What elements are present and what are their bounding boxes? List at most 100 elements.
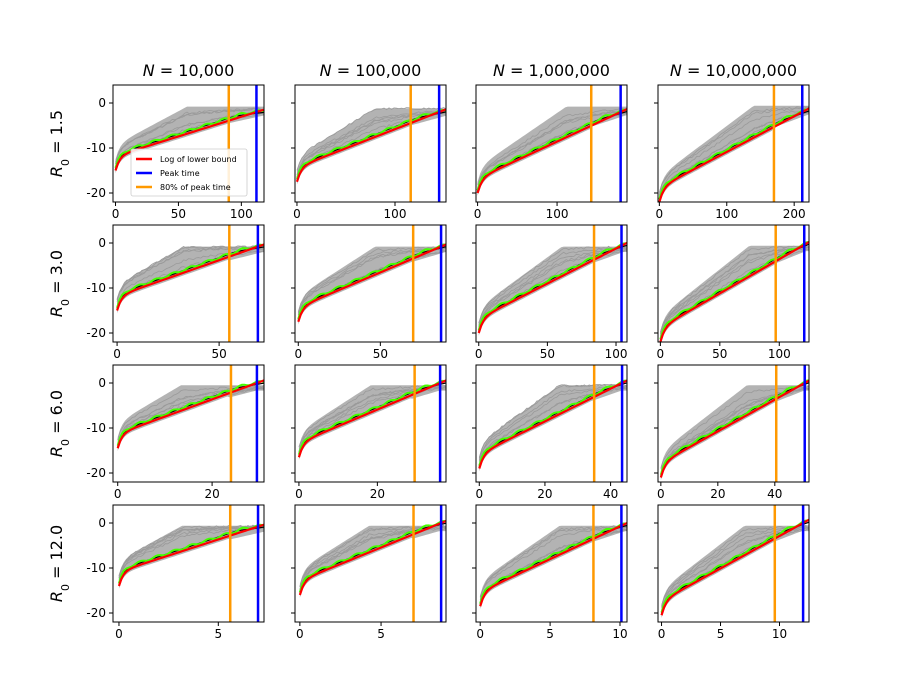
mean-curve — [297, 246, 446, 321]
x-tick-label: 0 — [656, 207, 664, 221]
log-lower-bound-curve — [477, 241, 627, 334]
x-tick-label: 0 — [114, 487, 122, 501]
y-tick-label: -10 — [86, 561, 106, 575]
simulation-trace — [477, 110, 627, 189]
simulation-trace — [658, 108, 809, 197]
simulation-trace — [296, 109, 446, 175]
x-tick-label: 10 — [772, 627, 787, 641]
simulation-trace — [658, 106, 809, 195]
x-tick-label: 0 — [475, 487, 483, 501]
y-tick-label: -10 — [86, 421, 106, 435]
y-tick-label: -10 — [86, 141, 106, 155]
green-curve — [659, 379, 809, 476]
axes-frame — [294, 224, 447, 343]
mean-curve — [478, 244, 627, 332]
mean-curve — [117, 382, 264, 447]
y-tick-label: 0 — [98, 376, 106, 390]
mean-curve — [116, 246, 264, 309]
simulation-trace — [477, 108, 627, 185]
simulation-trace — [118, 525, 264, 577]
simulation-band — [479, 385, 627, 472]
x-tick-label: 0 — [474, 207, 482, 221]
axes-frame — [112, 364, 265, 483]
x-tick-label: 0 — [294, 347, 302, 361]
y-tick-label: -20 — [86, 466, 106, 480]
simulation-band — [298, 385, 446, 460]
mean-curve — [660, 521, 809, 614]
axes-frame — [475, 364, 628, 483]
axes-frame — [294, 84, 447, 203]
log-lower-bound-curve — [660, 518, 809, 616]
log-lower-bound-curve — [659, 379, 809, 478]
panel: 0 20 40 — [654, 364, 810, 501]
x-tick-label: 5 — [377, 627, 385, 641]
mean-curve — [296, 111, 446, 181]
simulation-band — [115, 106, 264, 174]
mean-curve — [658, 110, 809, 201]
green-curve — [114, 109, 264, 169]
green-curve — [296, 108, 446, 180]
x-tick-label: 40 — [603, 487, 618, 501]
mean-curve — [299, 522, 446, 594]
mean-curve — [478, 382, 627, 467]
simulation-band — [118, 525, 264, 589]
x-tick-label: 0 — [657, 347, 665, 361]
log-lower-bound-curve — [478, 379, 627, 469]
x-tick-label: 20 — [537, 487, 552, 501]
axes-frame — [657, 364, 810, 483]
column-titles: N = 10,000 N = 100,000 N = 1,000,000 N = 10… — [143, 61, 797, 80]
axes-frame — [657, 224, 810, 343]
column-title: N = 10,000,000 — [670, 61, 797, 80]
mean-curve — [659, 243, 809, 341]
green-curve — [298, 519, 446, 593]
mean-curve — [298, 382, 446, 456]
x-tick-label: 50 — [540, 347, 555, 361]
green-curve — [659, 241, 809, 340]
x-tick-label: 0 — [476, 627, 484, 641]
axes-frame — [657, 84, 810, 203]
y-tick-label: -20 — [86, 186, 106, 200]
panel: 0 50 100 — [472, 224, 628, 361]
panel: 0 -10 -20 0 50 — [86, 224, 265, 361]
panel: 0 20 40 — [472, 364, 628, 501]
mean-curve — [118, 526, 264, 585]
x-tick-label: 200 — [783, 207, 806, 221]
green-curve — [297, 379, 446, 455]
simulation-trace — [115, 107, 264, 163]
x-tick-label: 50 — [373, 347, 388, 361]
x-tick-label: 5 — [717, 627, 725, 641]
green-curve — [297, 243, 446, 320]
column-title: N = 100,000 — [320, 61, 422, 80]
simulation-trace — [297, 245, 446, 312]
y-tick-label: -20 — [86, 606, 106, 620]
x-tick-label: 10 — [612, 627, 627, 641]
simulation-trace — [117, 387, 264, 445]
y-tick-label: 0 — [98, 96, 106, 110]
log-lower-bound-curve — [295, 108, 446, 183]
simulation-trace — [479, 525, 627, 597]
simulation-band — [117, 385, 264, 451]
x-tick-label: 100 — [768, 347, 791, 361]
axes-frame — [112, 84, 265, 203]
axes-frame — [294, 504, 447, 623]
log-lower-bound-curve — [479, 521, 627, 607]
simulation-trace — [659, 246, 809, 335]
simulation-trace — [478, 245, 627, 324]
mean-curve — [477, 110, 627, 192]
simulation-band — [659, 105, 809, 202]
log-lower-bound-curve — [114, 108, 264, 171]
legend-label: 80% of peak time — [160, 183, 231, 192]
simulation-band — [299, 525, 446, 598]
mean-curve — [479, 524, 627, 605]
x-tick-label: 0 — [295, 487, 303, 501]
x-tick-label: 50 — [211, 347, 226, 361]
x-tick-label: 0 — [657, 487, 665, 501]
panel: 0 100 — [472, 84, 628, 221]
y-tick-label: 0 — [98, 236, 106, 250]
log-lower-bound-curve — [298, 519, 446, 596]
log-lower-bound-curve — [476, 107, 627, 194]
y-tick-label: 0 — [98, 516, 106, 530]
green-curve — [477, 242, 627, 331]
